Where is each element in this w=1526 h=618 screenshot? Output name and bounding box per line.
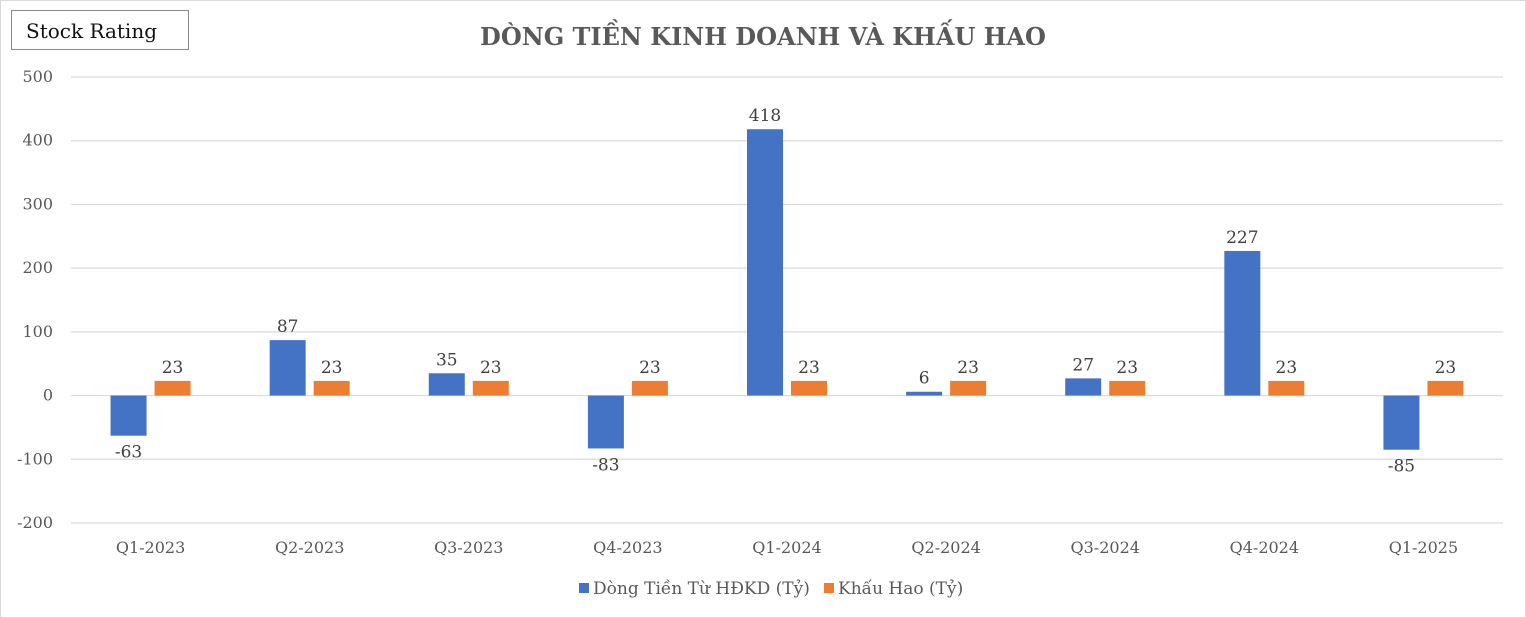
bars [110, 129, 1464, 450]
gridlines [71, 76, 1503, 524]
y-tick-label: 0 [43, 386, 53, 405]
y-tick-label: 400 [22, 131, 53, 150]
x-tick-label: Q1-2025 [1389, 538, 1458, 557]
bar [428, 373, 465, 396]
x-tick-label: Q3-2023 [434, 538, 503, 557]
bar [587, 395, 624, 449]
bar [110, 395, 147, 436]
bar [1383, 395, 1420, 450]
data-label: -85 [1388, 457, 1415, 477]
x-tick-label: Q4-2023 [593, 538, 662, 557]
data-label: 35 [436, 350, 458, 370]
y-tick-label: 300 [22, 194, 53, 213]
bar [791, 380, 827, 396]
bar [1109, 380, 1146, 396]
bar [950, 380, 987, 396]
legend-swatch [824, 583, 834, 593]
y-tick-label: 200 [22, 258, 53, 277]
bar [906, 391, 943, 396]
data-label: 23 [1116, 358, 1138, 378]
x-axis: Q1-2023 Q2-2023 Q3-2023 Q4-2023 Q1-2024 Q2-20… [116, 538, 1458, 557]
x-tick-label: Q2-2023 [275, 538, 344, 557]
data-label: 23 [639, 358, 661, 378]
legend-label: Khấu Hao (Tỷ) [838, 579, 963, 599]
data-label: 227 [1226, 228, 1258, 248]
data-labels: -63 23 87 23 35 23 -83 23 418 23 6 23 27 23 227 23 -85 23 [115, 106, 1456, 476]
data-label: 23 [1435, 358, 1457, 378]
legend-label: Dòng Tiền Từ HĐKD (Tỷ) [593, 579, 810, 599]
bar [631, 380, 668, 396]
data-label: 418 [749, 106, 781, 126]
bar [313, 380, 350, 396]
bar [154, 380, 191, 396]
bar [1427, 380, 1464, 396]
y-tick-label: 100 [22, 322, 53, 341]
y-tick-label: -200 [17, 513, 53, 532]
data-label: -83 [592, 455, 619, 475]
bar [1065, 378, 1102, 396]
y-tick-label: -100 [17, 449, 53, 468]
bar [747, 129, 783, 396]
bar [269, 340, 306, 396]
data-label: 23 [321, 358, 343, 378]
x-tick-label: Q3-2024 [1071, 538, 1140, 557]
data-label: 23 [1276, 358, 1298, 378]
data-label: 23 [957, 358, 979, 378]
data-label: -63 [115, 443, 142, 463]
y-tick-label: 500 [22, 67, 53, 86]
data-label: 23 [798, 358, 820, 378]
chart-title: DÒNG TIỀN KINH DOANH VÀ KHẤU HAO [480, 19, 1046, 51]
bar [1268, 380, 1305, 396]
x-tick-label: Q4-2024 [1230, 538, 1299, 557]
data-label: 27 [1072, 355, 1094, 375]
x-tick-label: Q1-2023 [116, 538, 185, 557]
x-tick-label: Q1-2024 [752, 538, 821, 557]
legend: Dòng Tiền Từ HĐKD (Tỷ) Khấu Hao (Tỷ) [579, 579, 963, 599]
data-label: 23 [162, 358, 184, 378]
y-axis: -200 -100 0 100 200 300 400 500 [17, 67, 53, 532]
legend-swatch [579, 583, 589, 593]
bar [1224, 250, 1261, 396]
data-label: 87 [277, 317, 299, 337]
stock-rating-label: Stock Rating [11, 10, 189, 50]
data-label: 6 [919, 369, 930, 389]
bar [472, 380, 509, 396]
x-tick-label: Q2-2024 [911, 538, 980, 557]
data-label: 23 [480, 358, 502, 378]
